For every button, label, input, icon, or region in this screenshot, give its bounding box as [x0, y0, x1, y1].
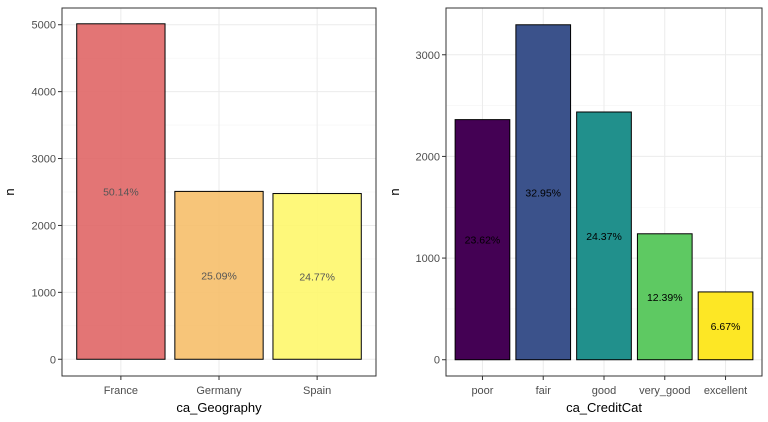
geography-chart: 0 1000 2000 3000 4000 5000 50.14% 25.09% 24.77% F… — [2, 7, 377, 415]
y-tick-label: 0 — [434, 355, 440, 367]
bar-good — [576, 111, 632, 361]
x-tick-label: very_good — [639, 385, 690, 397]
data-label: 25.09% — [201, 270, 237, 282]
bar-fair — [515, 24, 572, 361]
x-axis-title: ca_CreditCat — [566, 400, 642, 415]
data-label: 24.77% — [299, 271, 335, 283]
y-tick-label: 0 — [50, 354, 56, 366]
y-tick-label: 2000 — [416, 151, 440, 163]
y-axis-title: n — [2, 188, 17, 195]
y-tick-label: 3000 — [32, 154, 56, 166]
data-label: 12.39% — [647, 292, 683, 304]
data-label: 50.14% — [103, 187, 139, 199]
bar-poor — [454, 119, 511, 361]
y-tick-label: 1000 — [416, 253, 440, 265]
data-label: 6.67% — [711, 321, 741, 333]
x-tick-label: Germany — [196, 385, 242, 397]
bar-Spain — [272, 193, 362, 360]
y-tick-label: 1000 — [32, 287, 56, 299]
data-label: 32.95% — [525, 187, 561, 199]
y-tick-label: 4000 — [32, 87, 56, 99]
credit-category-chart: 0 1000 2000 3000 23.62% 32.95% 24.37% 12.39% 6.6… — [387, 7, 763, 415]
data-label: 23.62% — [465, 235, 501, 247]
y-axis-title: n — [387, 188, 402, 195]
x-tick-label: excellent — [704, 385, 747, 397]
x-axis-title: ca_Geography — [176, 400, 262, 415]
bar-very_good — [636, 233, 693, 361]
y-tick-label: 2000 — [32, 220, 56, 232]
x-tick-label: good — [592, 385, 616, 397]
bar-Germany — [174, 190, 264, 360]
x-tick-label: fair — [536, 385, 552, 397]
x-tick-label: France — [104, 385, 138, 397]
y-tick-label: 3000 — [416, 50, 440, 62]
x-tick-label: Spain — [303, 385, 331, 397]
data-label: 24.37% — [586, 231, 622, 243]
x-tick-label: poor — [471, 385, 493, 397]
bar-France — [76, 23, 166, 360]
y-tick-label: 5000 — [32, 20, 56, 32]
bar-excellent — [697, 291, 754, 361]
